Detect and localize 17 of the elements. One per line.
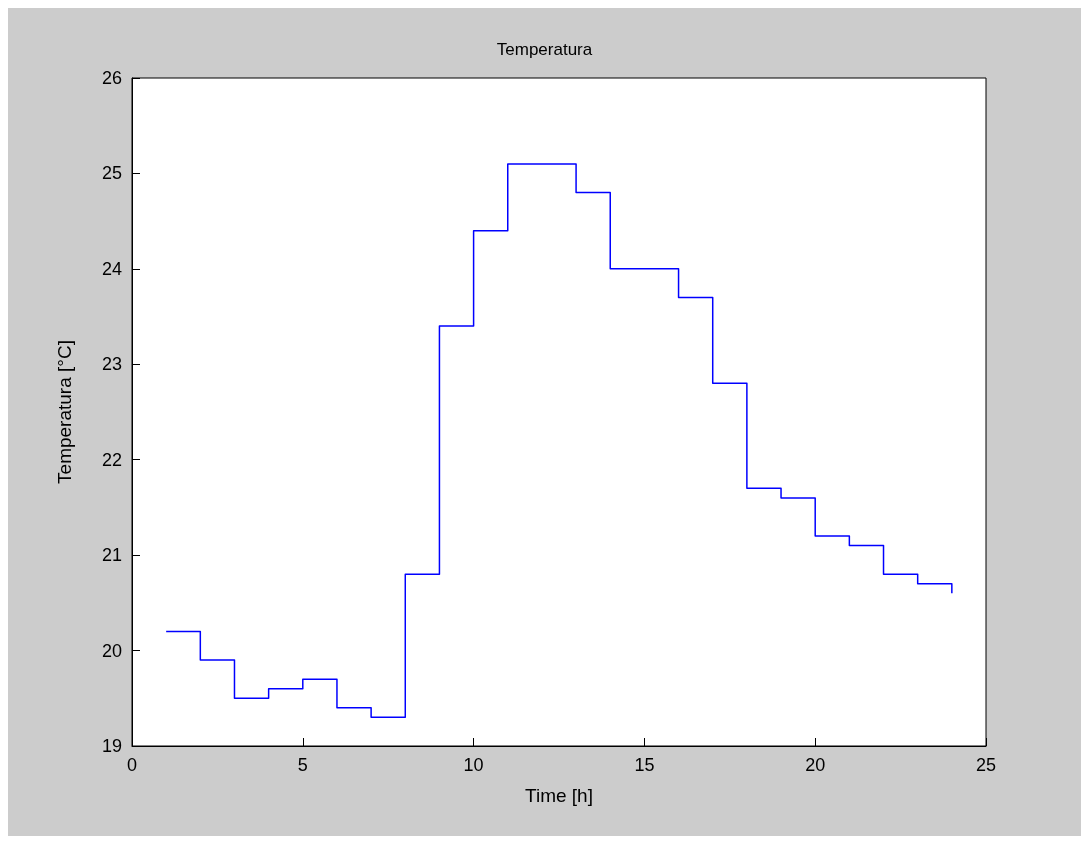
x-tick-label: 10 (463, 755, 484, 775)
chart-title: Temperatura (496, 40, 593, 59)
y-tick-label: 25 (101, 163, 122, 184)
x-axis-title: Time [h] (525, 785, 593, 806)
y-tick-label: 20 (101, 640, 122, 661)
y-axis-title: Temperatura [°C] (54, 340, 75, 484)
y-tick-label: 23 (101, 354, 122, 375)
y-tick-label: 22 (101, 449, 122, 470)
x-tick-label: 0 (126, 755, 138, 775)
y-tick-label: 26 (101, 68, 122, 88)
y-tick-label: 24 (101, 258, 122, 279)
x-tick-label: 25 (975, 755, 997, 775)
y-tick-label: 19 (101, 736, 122, 756)
y-tick-label: 21 (101, 545, 122, 566)
x-tick-label: 15 (634, 755, 655, 775)
x-tick-label: 20 (805, 755, 826, 775)
x-tick-label: 5 (297, 755, 308, 775)
